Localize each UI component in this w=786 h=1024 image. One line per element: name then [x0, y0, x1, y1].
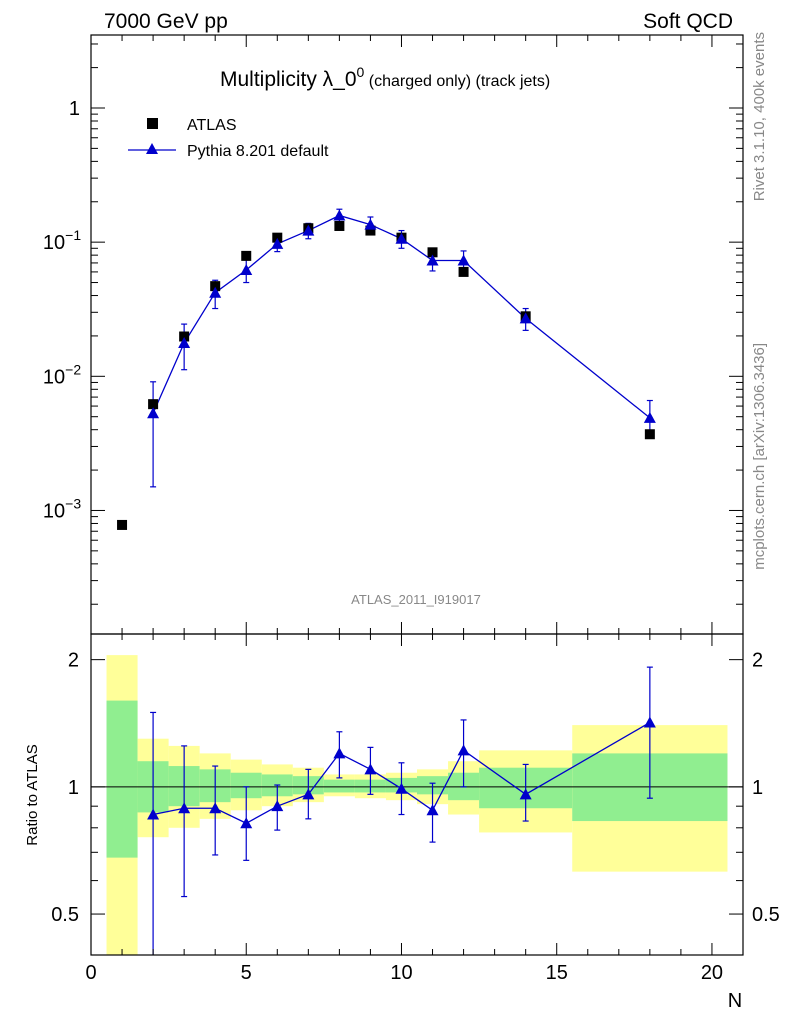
rivet-label: Rivet 3.1.10, 400k events: [751, 32, 768, 201]
title-sup: 0: [357, 64, 365, 80]
ratio-y-tick-label: 2: [68, 650, 79, 672]
ratio-frame: [90, 633, 744, 956]
analysis-id: ATLAS_2011_I919017: [351, 592, 481, 607]
x-tick-label: 20: [701, 962, 723, 984]
header-right: Soft QCD: [643, 10, 733, 33]
mc-point: [209, 286, 222, 298]
legend-mc-marker: [146, 143, 158, 154]
mc-point: [178, 337, 191, 349]
main-y-tick-label: 1: [69, 98, 80, 120]
ratio-mc-point: [457, 744, 470, 756]
ratio-y-tick-label-right: 1: [752, 777, 763, 799]
legend: ATLAS Pythia 8.201 default: [128, 117, 329, 160]
ratio-y-tick-label: 1: [68, 777, 79, 799]
ratio-mc-point: [271, 800, 284, 812]
band-inner-7: [323, 779, 355, 793]
legend-data-label: ATLAS: [187, 117, 237, 134]
title-main: Multiplicity λ_0: [220, 68, 357, 91]
x-tick-label: 0: [85, 962, 96, 984]
chart-title: Multiplicity λ_00 (charged only) (track …: [220, 64, 550, 91]
ratio-mc-point: [364, 763, 377, 775]
ratio-mc-point: [333, 747, 346, 759]
axes: 0 5 10 15 20 1 10−1 10−2 10−3 2 2 1 1 0.5 0.5: [43, 34, 780, 984]
ratio-bands: [106, 655, 728, 955]
main-plot: [117, 208, 656, 530]
data-point: [458, 266, 469, 277]
legend-data-marker: [147, 118, 158, 129]
data-point: [644, 429, 655, 440]
ratio-mc-point: [395, 782, 408, 794]
ratio-mc-point: [178, 802, 191, 814]
mc-point: [333, 209, 346, 221]
band-inner-0: [106, 700, 138, 858]
ratio-mc-point: [426, 804, 439, 816]
data-point: [334, 220, 345, 231]
data-point: [365, 225, 376, 236]
ratio-mc-point: [643, 716, 656, 728]
ratio-mc-point: [519, 788, 532, 800]
ratio-y-tick-label-right: 2: [752, 650, 763, 672]
ratio-mc-point: [209, 802, 222, 814]
main-y-tick-label: 10−2: [43, 361, 81, 388]
mc-point: [147, 407, 160, 419]
data-point: [241, 250, 252, 261]
mc-point: [426, 254, 439, 266]
ratio-mc-point: [240, 817, 253, 829]
ratio-y-tick-label: 0.5: [51, 904, 79, 926]
data-point: [272, 232, 283, 243]
mcplots-label: mcplots.cern.ch [arXiv:1306.3436]: [751, 343, 768, 570]
data-point: [210, 281, 221, 292]
x-tick-label: 15: [546, 962, 568, 984]
ratio-y-tick-label-right: 0.5: [752, 904, 780, 926]
title-sub: (charged only) (track jets): [364, 73, 550, 90]
data-point: [148, 399, 159, 410]
main-y-tick-label: 10−1: [43, 227, 81, 254]
main-y-tick-label: 10−3: [43, 495, 81, 522]
header-left: 7000 GeV pp: [104, 10, 228, 33]
ratio-y-axis-label: Ratio to ATLAS: [24, 744, 41, 845]
x-tick-label: 5: [241, 962, 252, 984]
legend-mc-label: Pythia 8.201 default: [187, 143, 329, 160]
data-point: [117, 519, 128, 530]
ratio-mc-point: [302, 788, 315, 800]
data-point: [179, 331, 190, 342]
mc-point: [395, 232, 408, 244]
mc-point: [302, 224, 315, 236]
mc-point: [271, 237, 284, 249]
ratio-plot: [91, 666, 743, 955]
mc-point: [240, 264, 253, 276]
data-point: [427, 247, 438, 258]
mc-point: [457, 254, 470, 266]
mc-point: [519, 312, 532, 324]
mc-point: [643, 411, 656, 423]
ratio-mc-point: [147, 808, 160, 820]
x-axis-label: N: [728, 990, 742, 1012]
x-tick-label: 10: [390, 962, 412, 984]
mc-point: [364, 218, 377, 230]
